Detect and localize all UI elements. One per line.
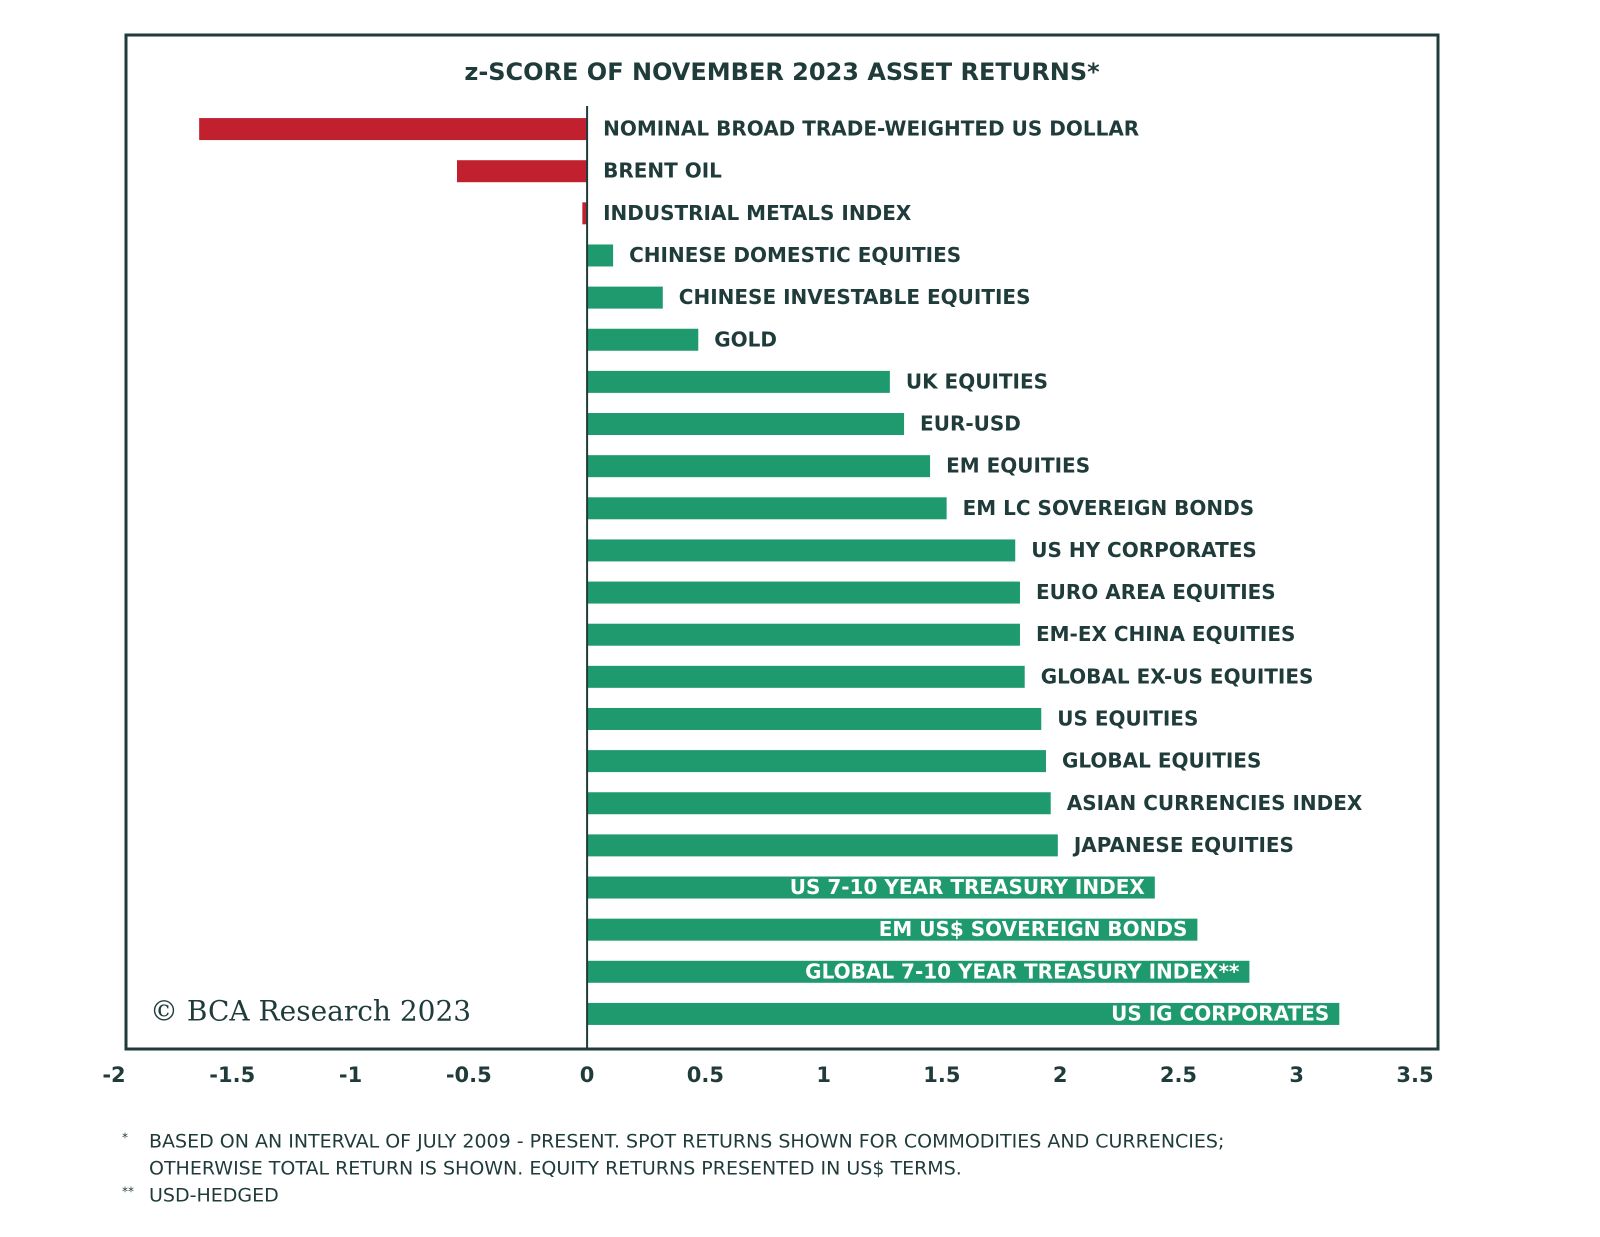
category-label: BRENT OIL [603, 159, 722, 183]
category-label: EM LC SOVEREIGN BONDS [963, 496, 1255, 520]
category-label: INDUSTRIAL METALS INDEX [603, 201, 912, 225]
x-tick-label: 0.5 [687, 1063, 724, 1087]
category-label: ASIAN CURRENCIES INDEX [1067, 791, 1363, 815]
bar [587, 413, 905, 436]
x-tick-label: 1.5 [923, 1063, 960, 1087]
bar [456, 160, 588, 183]
bar [587, 707, 1042, 730]
bar [199, 118, 588, 141]
x-tick-label: -0.5 [446, 1063, 492, 1087]
x-tick-label: -2 [102, 1063, 125, 1087]
bar [587, 244, 614, 267]
category-label: EM-EX CHINA EQUITIES [1036, 622, 1295, 646]
category-label: CHINESE DOMESTIC EQUITIES [629, 243, 961, 267]
category-label: EM US$ SOVEREIGN BONDS [879, 917, 1188, 941]
x-tick-label: -1.5 [209, 1063, 255, 1087]
source: © BCA Research 2023 [150, 995, 471, 1028]
bar [587, 497, 947, 520]
bar [587, 623, 1020, 646]
category-label: NOMINAL BROAD TRADE-WEIGHTED US DOLLAR [603, 117, 1139, 141]
bar [587, 455, 931, 478]
bar [587, 581, 1020, 604]
category-label: EURO AREA EQUITIES [1036, 580, 1276, 604]
category-label: EUR-USD [920, 412, 1021, 436]
category-label: US HY CORPORATES [1031, 538, 1257, 562]
bar [587, 1002, 1340, 1025]
x-tick-label: 0 [580, 1063, 595, 1087]
category-label: GLOBAL EQUITIES [1062, 749, 1261, 773]
x-tick-label: 1 [816, 1063, 831, 1087]
footnote-marker: ** [122, 1185, 134, 1199]
bar [587, 286, 663, 309]
bar [587, 665, 1025, 688]
frame [124, 33, 1440, 1051]
footnote: BASED ON AN INTERVAL OF JULY 2009 - PRES… [149, 1131, 1224, 1153]
bar [587, 750, 1046, 773]
x-tick-label: 2.5 [1160, 1063, 1197, 1087]
category-label: UK EQUITIES [906, 369, 1048, 393]
category-label: EM EQUITIES [946, 454, 1090, 478]
bar [587, 960, 1250, 983]
category-label: GLOBAL 7-10 YEAR TREASURY INDEX** [805, 959, 1240, 983]
bar [587, 876, 1155, 899]
bar [587, 539, 1016, 562]
category-label: GOLD [714, 327, 777, 351]
category-label: US 7-10 YEAR TREASURY INDEX [790, 875, 1146, 899]
x-tick-label: -1 [339, 1063, 362, 1087]
footnote: USD-HEDGED [149, 1185, 279, 1207]
bar [587, 834, 1058, 857]
bar [587, 370, 890, 393]
chart-title: z-SCORE OF NOVEMBER 2023 ASSET RETURNS* [464, 58, 1100, 86]
bar [582, 202, 588, 225]
bar [587, 328, 699, 351]
footnote-marker: * [122, 1131, 128, 1145]
category-label: JAPANESE EQUITIES [1072, 833, 1294, 857]
x-tick-label: 2 [1053, 1063, 1068, 1087]
bar [587, 918, 1198, 941]
category-label: GLOBAL EX-US EQUITIES [1041, 664, 1314, 688]
category-label: CHINESE INVESTABLE EQUITIES [679, 285, 1031, 309]
footnote: OTHERWISE TOTAL RETURN IS SHOWN. EQUITY … [149, 1158, 962, 1180]
category-label: US EQUITIES [1057, 706, 1198, 730]
bar [587, 792, 1051, 815]
x-tick-label: 3.5 [1396, 1063, 1433, 1087]
category-label: US IG CORPORATES [1111, 1001, 1329, 1025]
x-tick-label: 3 [1289, 1063, 1304, 1087]
